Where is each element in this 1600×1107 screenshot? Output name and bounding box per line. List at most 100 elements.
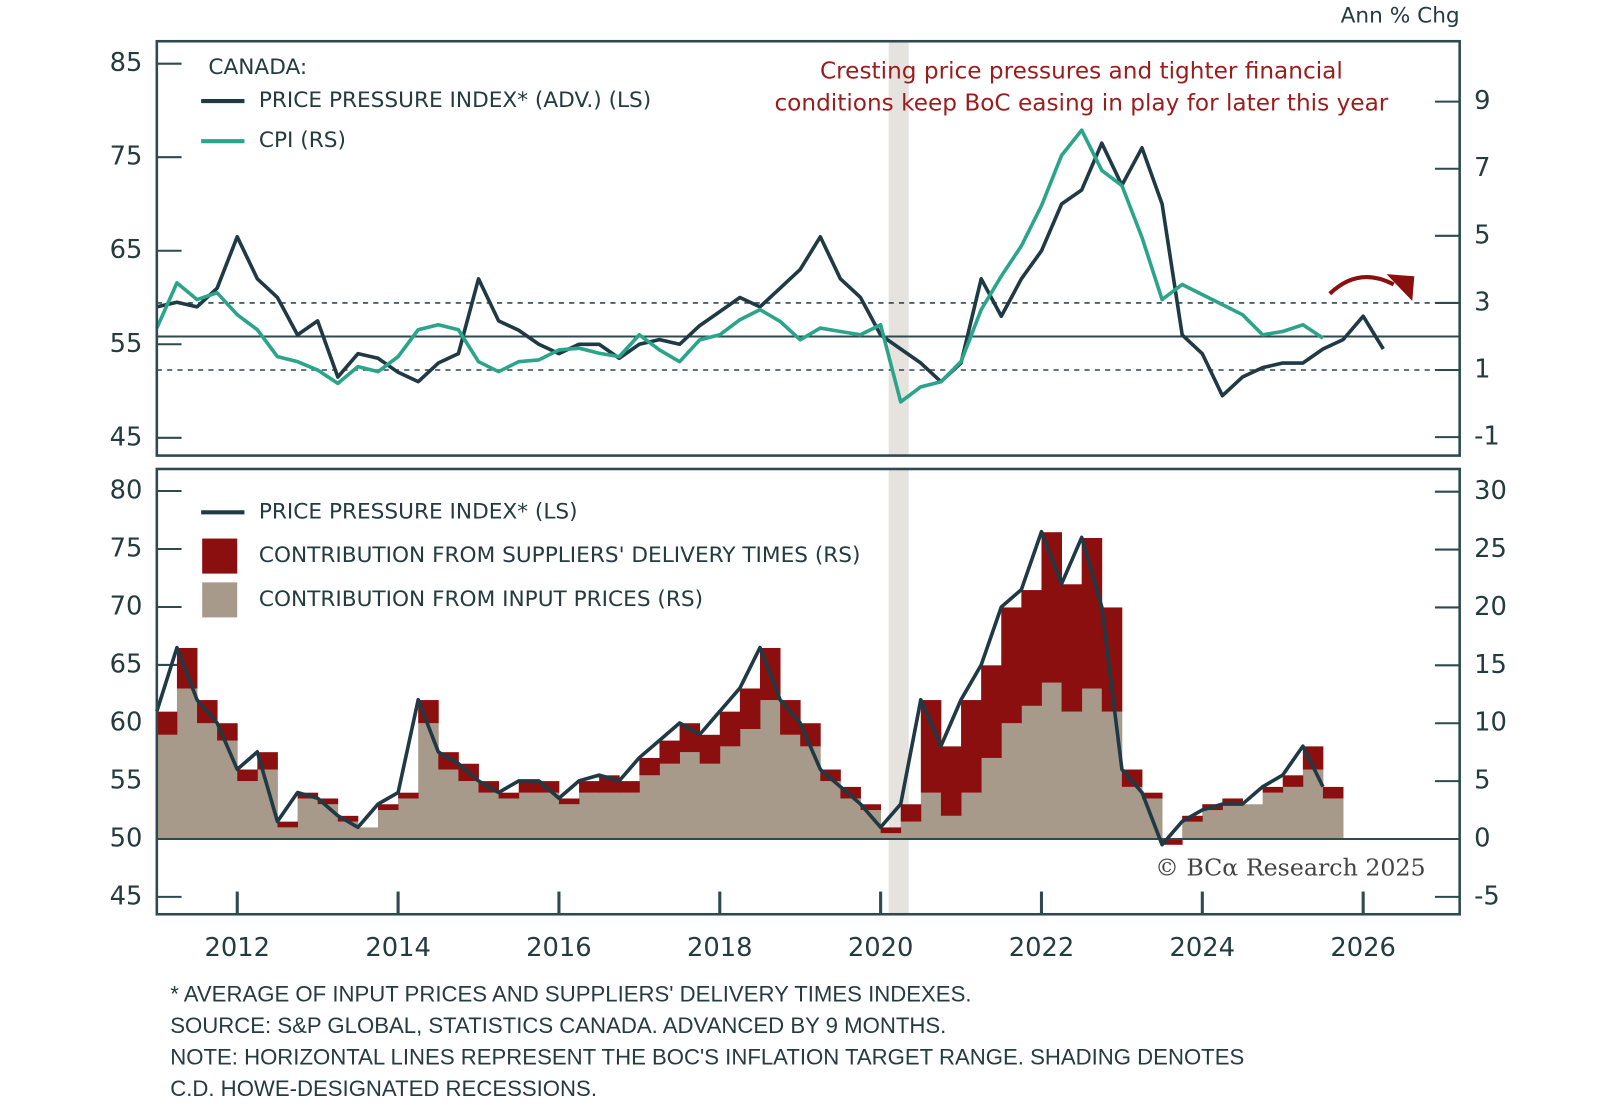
stacked-bar (418, 723, 439, 839)
y-tick-label: 50 (110, 823, 143, 853)
stacked-bar (1001, 723, 1022, 839)
stacked-bar (699, 734, 721, 764)
stacked-bar (579, 792, 600, 839)
stacked-bar (1141, 792, 1163, 799)
legend-label: CPI (RS) (259, 128, 346, 153)
stacked-bar (1081, 688, 1103, 839)
stacked-bar (780, 700, 801, 735)
stacked-bar (920, 792, 942, 839)
y-tick-label: 70 (110, 591, 143, 621)
stacked-bar (398, 792, 419, 799)
stacked-bar (599, 792, 620, 839)
plot-frame (155, 467, 1461, 916)
stacked-bar (1262, 786, 1284, 793)
y2-tick-label: 25 (1474, 534, 1507, 564)
series-line (155, 128, 1324, 404)
stacked-bar (920, 700, 942, 793)
y-tick-label: 75 (110, 533, 143, 563)
annotation: Cresting price pressures and tighter fin… (820, 58, 1343, 85)
stacked-bar (317, 798, 339, 805)
stacked-bar (1302, 746, 1324, 770)
y2-tick-label: 1 (1474, 355, 1490, 385)
x-tick-label: 2020 (848, 933, 914, 963)
stacked-bar (1061, 584, 1083, 712)
legend-label: CONTRIBUTION FROM INPUT PRICES (RS) (259, 587, 703, 612)
stacked-bar (679, 752, 701, 839)
axis-unit-label: Ann % Chg (1341, 3, 1460, 28)
stacked-bar (1101, 607, 1123, 712)
stacked-bar (1041, 682, 1062, 839)
stacked-bar (398, 798, 419, 839)
stacked-bar (1322, 786, 1344, 799)
arrow-head (1386, 274, 1415, 301)
stacked-bar (1081, 537, 1103, 689)
stacked-bar (639, 757, 660, 776)
stacked-bar (1061, 711, 1083, 839)
stacked-bar (659, 763, 680, 839)
stacked-bar (438, 769, 459, 839)
legend-title: CANADA: (208, 55, 307, 80)
y-tick-label: 65 (110, 649, 143, 679)
stacked-bar (900, 804, 922, 822)
stacked-bar (820, 781, 841, 839)
stacked-bar (759, 700, 781, 839)
x-tick-label: 2016 (526, 933, 592, 963)
stacked-bar (377, 810, 399, 839)
stacked-bar (981, 757, 1002, 839)
stacked-bar (1222, 798, 1243, 805)
stacked-bar (699, 763, 721, 839)
x-tick-label: 2018 (687, 933, 753, 963)
stacked-bar (538, 781, 560, 793)
y2-tick-label: 9 (1474, 86, 1490, 116)
stacked-bar (840, 798, 861, 839)
annotation: conditions keep BoC easing in play for l… (774, 90, 1388, 117)
annotation-arrow (1328, 274, 1415, 301)
stacked-bar (579, 781, 600, 793)
x-tick-label: 2014 (365, 933, 431, 963)
stacked-bar (458, 781, 479, 839)
stacked-bar (1262, 792, 1284, 839)
stacked-bar (1021, 590, 1042, 706)
stacked-bar (1282, 775, 1304, 787)
series-line (155, 529, 1325, 847)
stacked-bar (498, 792, 520, 799)
legend-swatch (202, 538, 238, 574)
stacked-bar (197, 723, 218, 839)
y2-tick-label: 20 (1474, 592, 1507, 622)
stacked-bar (176, 688, 198, 839)
stacked-bar (1302, 769, 1324, 839)
footnote: NOTE: HORIZONTAL LINES REPRESENT THE BOC… (170, 1044, 1244, 1069)
stacked-bar (277, 821, 298, 828)
stacked-bar (1121, 786, 1143, 839)
y-tick-label: 75 (110, 142, 143, 172)
stacked-bar (800, 723, 821, 747)
stacked-bar (357, 827, 379, 839)
stacked-bar (1322, 798, 1344, 839)
stacked-bar (558, 804, 580, 839)
y2-tick-label: 5 (1474, 220, 1490, 250)
y2-tick-label: 7 (1474, 153, 1490, 183)
stacked-bar (739, 729, 761, 839)
x-tick-label: 2022 (1009, 933, 1075, 963)
stacked-bar (900, 821, 922, 839)
footnote: C.D. HOWE-DESIGNATED RECESSIONS. (170, 1076, 597, 1101)
stacked-bar (1182, 815, 1203, 822)
legend-label: CONTRIBUTION FROM SUPPLIERS' DELIVERY TI… (259, 543, 861, 568)
stacked-bar (820, 769, 841, 782)
stacked-bar (961, 792, 982, 839)
stacked-bar (1222, 798, 1243, 839)
stacked-bar (217, 740, 238, 839)
y2-tick-label: 10 (1474, 708, 1507, 738)
stacked-bar (780, 734, 801, 839)
y2-tick-label: 5 (1474, 766, 1490, 796)
y-tick-label: 45 (110, 422, 143, 452)
x-tick-label: 2024 (1170, 933, 1236, 963)
y-tick-label: 55 (110, 329, 143, 359)
stacked-bar (940, 815, 962, 839)
stacked-bar (981, 665, 1002, 758)
stacked-bar (478, 792, 500, 839)
stacked-bar (237, 769, 258, 782)
y-tick-label: 85 (110, 48, 143, 78)
